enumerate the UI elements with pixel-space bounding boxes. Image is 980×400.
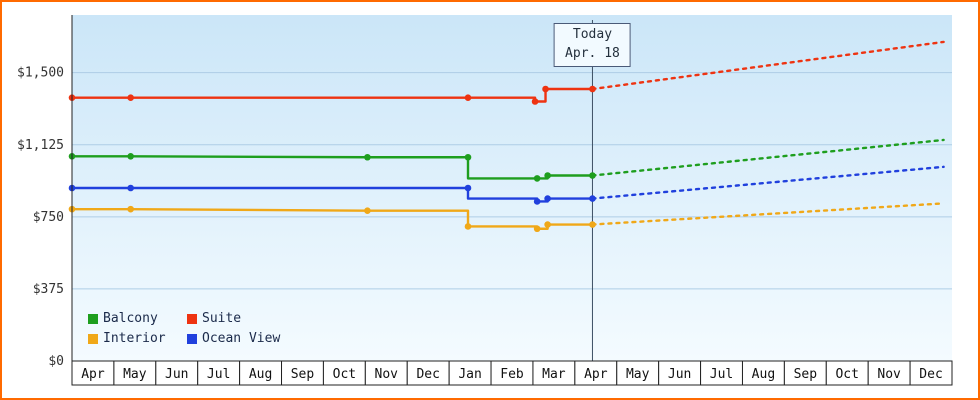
month-label: Jan [458,367,481,382]
month-label: Nov [375,367,399,382]
legend-label-suite: Suite [202,311,242,326]
month-cell [658,360,702,386]
series-interior-forecast-line [591,202,945,226]
month-label: Jul [710,367,733,382]
month-cell [741,360,785,386]
legend: Balcony Suite Interior Ocean View [88,311,280,346]
month-label: Apr [81,367,105,382]
month-cell [197,360,241,386]
month-cell [532,360,576,386]
series-interior-marker [364,207,371,214]
y-tick-label: $1,125 [17,138,64,153]
month-label: Mar [542,367,566,382]
month-label: Jun [668,367,691,382]
series-ocean-view-marker [533,198,541,205]
series-ocean-view-marker [127,184,134,192]
series-ocean-view-marker [589,195,596,202]
series-interior-marker [589,221,596,228]
month-cell [700,360,743,386]
series-ocean-view-marker [544,195,551,202]
series-suite-forecast-line [591,40,945,91]
legend-item-ocean-view: Ocean View [187,331,280,346]
legend-label-ocean-view: Ocean View [202,331,281,346]
month-label: Aug [752,367,775,382]
month-label: Jul [207,367,230,382]
ocean-view-swatch-icon [187,333,197,344]
series-suite-marker [464,94,472,101]
month-cell [825,360,869,386]
month-label: Nov [877,367,901,382]
y-tick-label: $375 [33,282,64,297]
month-label: Oct [835,367,858,382]
month-cell [867,360,911,386]
series-interior-marker [464,223,472,230]
legend-item-suite: Suite [187,311,280,326]
month-label: Dec [919,367,942,382]
y-tick-label: $1,500 [17,66,64,81]
y-tick-label: $750 [33,210,64,225]
series-balcony-marker [533,175,541,182]
series-balcony-marker [464,153,472,161]
today-date: Apr. 18 [565,45,620,61]
series-suite-marker [589,85,596,93]
balcony-swatch-icon [88,313,98,324]
month-cell [616,360,660,386]
y-tick-label: $0 [48,354,64,369]
month-label: Feb [500,367,524,382]
series-balcony-marker [544,172,551,179]
month-label: Sep [291,367,315,382]
month-cell [909,360,953,386]
month-cell [322,360,366,386]
month-label: May [123,367,147,382]
month-label: Jun [165,367,188,382]
month-cell [364,360,408,386]
month-label: Oct [333,367,356,382]
month-cell [448,360,492,386]
series-balcony-forecast-line [591,138,945,177]
month-cell [281,360,324,386]
interior-swatch-icon [88,333,98,344]
series-balcony-marker [127,152,134,160]
suite-swatch-icon [187,313,197,324]
month-label: Dec [416,367,439,382]
series-interior-marker [127,205,134,213]
series-balcony-marker [589,172,596,179]
series-interior-marker [544,221,551,228]
series-suite-marker [531,98,539,105]
month-label: Apr [584,367,608,382]
series-ocean-view-forecast-line [591,165,945,200]
month-label: Sep [794,367,818,382]
today-label: Today [572,27,613,42]
month-cell [490,360,534,386]
series-suite-marker [542,85,549,93]
today-annotation: Today Apr. 18 [554,23,631,67]
month-cell [239,360,283,386]
series-interior-marker [533,225,541,233]
legend-item-balcony: Balcony [88,311,187,326]
legend-label-interior: Interior [103,331,166,346]
month-label: May [626,367,650,382]
series-ocean-view-marker [464,184,472,192]
series-suite-marker [127,94,134,101]
month-cell [155,360,199,386]
series-balcony-marker [364,153,371,161]
month-label: Aug [249,367,272,382]
legend-label-balcony: Balcony [103,311,158,326]
legend-item-interior: Interior [88,331,187,346]
